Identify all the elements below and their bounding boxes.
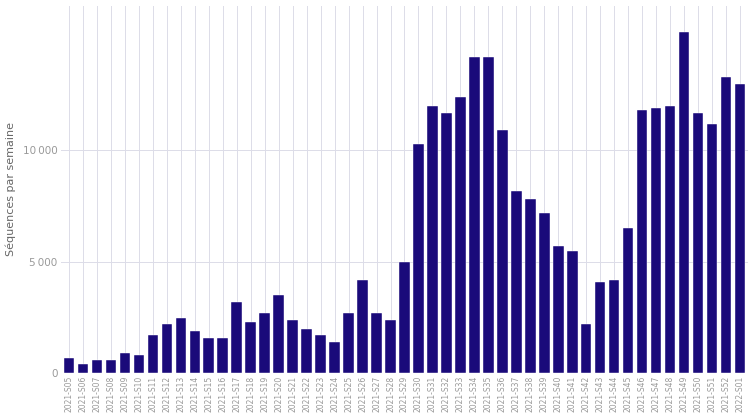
Bar (231, 302, 242, 373)
Bar (721, 77, 731, 373)
Bar (217, 338, 228, 373)
Bar (567, 251, 578, 373)
Y-axis label: Séquences par semaine: Séquences par semaine (5, 122, 16, 256)
Bar (455, 97, 466, 373)
Bar (120, 353, 130, 373)
Bar (595, 282, 605, 373)
Bar (581, 324, 591, 373)
Bar (469, 57, 480, 373)
Bar (706, 124, 717, 373)
Bar (357, 280, 368, 373)
Bar (497, 130, 507, 373)
Bar (78, 364, 88, 373)
Bar (553, 246, 563, 373)
Bar (92, 360, 102, 373)
Bar (148, 335, 158, 373)
Bar (343, 313, 354, 373)
Bar (693, 112, 703, 373)
Bar (161, 324, 172, 373)
Bar (189, 331, 200, 373)
Bar (176, 318, 186, 373)
Bar (441, 112, 452, 373)
Bar (204, 338, 214, 373)
Bar (329, 342, 340, 373)
Bar (428, 106, 437, 373)
Bar (483, 57, 494, 373)
Bar (246, 322, 256, 373)
Bar (637, 110, 648, 373)
Bar (287, 320, 298, 373)
Bar (302, 329, 312, 373)
Bar (385, 320, 396, 373)
Bar (274, 295, 284, 373)
Bar (133, 355, 144, 373)
Bar (539, 213, 550, 373)
Bar (371, 313, 382, 373)
Bar (399, 262, 409, 373)
Bar (609, 280, 620, 373)
Bar (106, 360, 116, 373)
Bar (63, 358, 74, 373)
Bar (511, 191, 522, 373)
Bar (651, 108, 661, 373)
Bar (679, 32, 689, 373)
Bar (525, 199, 535, 373)
Bar (259, 313, 270, 373)
Bar (735, 84, 745, 373)
Bar (413, 144, 424, 373)
Bar (623, 228, 633, 373)
Bar (665, 106, 676, 373)
Bar (315, 335, 326, 373)
